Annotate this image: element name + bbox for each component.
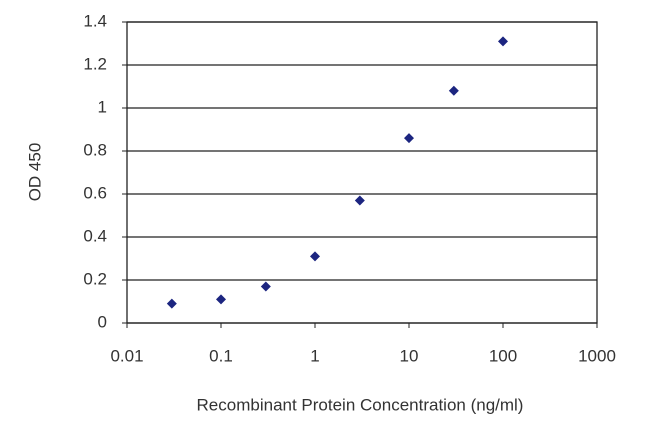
data-point	[216, 294, 226, 305]
x-tick-label: 10	[400, 346, 419, 365]
data-point	[260, 281, 271, 292]
data-point	[354, 195, 365, 206]
y-tick-label: 0	[98, 312, 107, 331]
data-point	[404, 133, 414, 144]
y-axis-title: OD 450	[25, 143, 44, 202]
plot-frame	[126, 21, 598, 324]
y-tick-label: 0.4	[83, 226, 107, 245]
y-tick-label: 1	[98, 97, 107, 116]
x-tick-label: 100	[489, 346, 517, 365]
x-tick-label: 0.01	[110, 346, 143, 365]
data-point	[166, 298, 177, 309]
y-tick-label: 0.2	[83, 269, 107, 288]
data-point	[448, 85, 459, 96]
x-axis-title: Recombinant Protein Concentration (ng/ml…	[197, 395, 524, 414]
y-tick-label: 0.6	[83, 183, 107, 202]
x-tick-label: 0.1	[209, 346, 233, 365]
data-point	[498, 36, 508, 47]
y-tick-label: 1.2	[83, 54, 107, 73]
x-tick-label: 1000	[578, 346, 616, 365]
y-tick-label: 0.8	[83, 140, 107, 159]
y-tick-label: 1.4	[83, 11, 107, 30]
data-point	[310, 251, 320, 262]
x-tick-label: 1	[310, 346, 319, 365]
